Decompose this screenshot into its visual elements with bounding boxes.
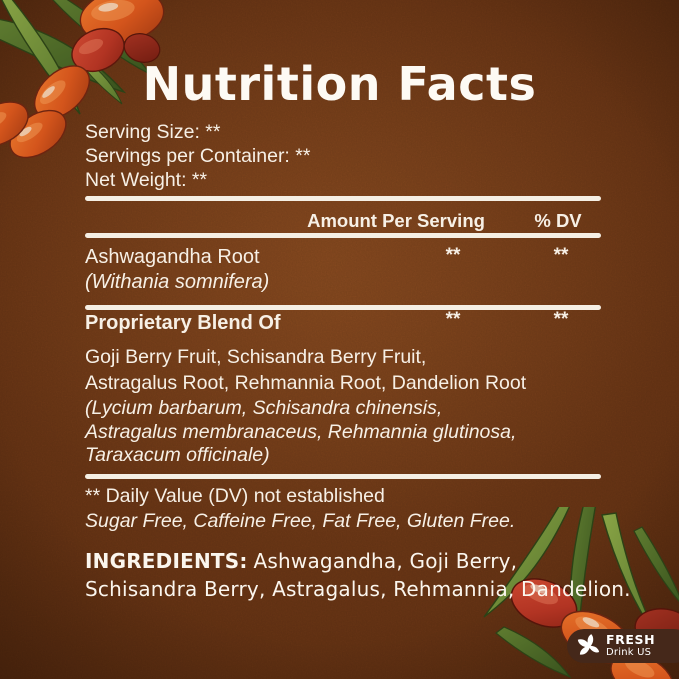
divider-line-2	[85, 233, 601, 238]
ingredient-latin-name: (Withania somnifera)	[85, 270, 270, 293]
blend-latin-names: (Lycium barbarum, Schisandra chinensis, …	[85, 397, 516, 468]
divider-line-1	[85, 196, 601, 201]
dv-footnote: ** Daily Value (DV) not established	[85, 485, 385, 507]
blend-title: Proprietary Blend Of	[85, 312, 281, 334]
ingredients-label: INGREDIENTS:	[85, 549, 248, 573]
ingredients-list-part: Ashwagandha, Goji Berry,	[253, 549, 518, 573]
blend-latin-line: Astragalus membranaceus, Rehmannia gluti…	[85, 420, 517, 443]
dv-value: **	[553, 245, 569, 266]
free-claims: Sugar Free, Caffeine Free, Fat Free, Glu…	[85, 510, 516, 532]
flower-icon	[577, 633, 600, 655]
table-row: Ashwagandha Root (Withania somnifera)	[85, 245, 269, 294]
divider-line-4	[85, 474, 601, 479]
blend-components: Goji Berry Fruit, Schisandra Berry Fruit…	[85, 344, 526, 396]
dv-value: **	[553, 309, 569, 330]
servings-per-container: Servings per Container: **	[85, 145, 311, 167]
brand-tagline: Drink US	[606, 647, 652, 658]
serving-info: Serving Size: ** Servings per Container:…	[85, 120, 310, 192]
brand-logo: FRESH Drink US	[567, 629, 679, 663]
column-header-amount: Amount Per Serving	[307, 210, 485, 231]
ingredients-line: Schisandra Berry, Astragalus, Rehmannia,…	[85, 576, 631, 601]
serving-size: Serving Size: **	[85, 121, 221, 143]
column-header-dv: % DV	[534, 210, 582, 231]
blend-components-line: Astragalus Root, Rehmannia Root, Dandeli…	[85, 372, 527, 394]
divider-line-3	[85, 305, 601, 310]
blend-latin-line: (Lycium barbarum, Schisandra chinensis,	[85, 397, 443, 419]
brand-name: FRESH	[606, 632, 656, 647]
net-weight: Net Weight: **	[85, 169, 208, 191]
amount-value: **	[445, 309, 461, 330]
ingredients-statement: INGREDIENTS: Ashwagandha, Goji Berry, Sch…	[85, 548, 631, 603]
brand-logo-text: FRESH Drink US	[606, 632, 656, 658]
ingredients-line: INGREDIENTS: Ashwagandha, Goji Berry,	[85, 548, 610, 576]
page-title: Nutrition Facts	[142, 57, 537, 111]
ingredient-name: Ashwagandha Root	[85, 246, 260, 268]
blend-latin-line: Taraxacum officinale)	[85, 444, 270, 466]
amount-value: **	[445, 245, 461, 266]
blend-components-line: Goji Berry Fruit, Schisandra Berry Fruit…	[85, 346, 427, 368]
